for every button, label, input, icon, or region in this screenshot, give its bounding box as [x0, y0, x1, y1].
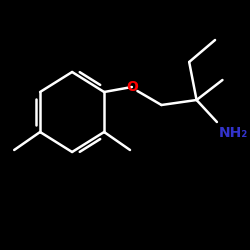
Text: NH₂: NH₂: [219, 126, 248, 140]
Text: O: O: [126, 80, 138, 94]
